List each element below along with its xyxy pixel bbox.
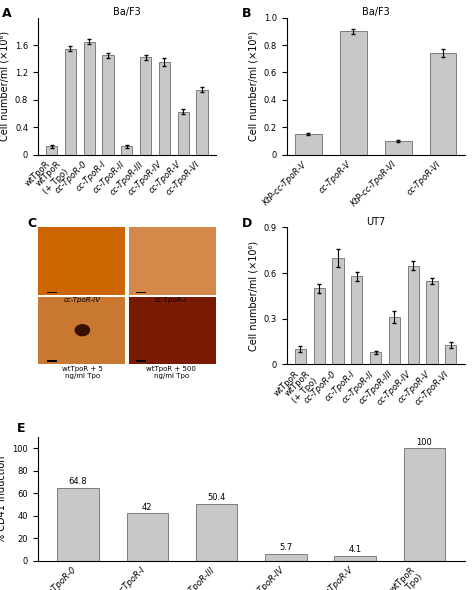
Text: cc-TpoR-I: cc-TpoR-I	[155, 297, 187, 303]
Bar	[128, 297, 216, 365]
Y-axis label: Cell number/ml (×10⁶): Cell number/ml (×10⁶)	[248, 31, 258, 141]
Bar	[140, 57, 151, 155]
Y-axis label: % CD41 induction: % CD41 induction	[0, 455, 7, 543]
Bar	[340, 31, 367, 155]
Text: cc-TpoR-IV: cc-TpoR-IV	[64, 297, 101, 303]
Bar	[136, 360, 146, 362]
Bar	[47, 291, 57, 293]
Bar	[65, 48, 76, 155]
Bar	[196, 90, 208, 155]
Bar	[46, 146, 57, 155]
Bar	[265, 554, 307, 560]
Bar	[83, 42, 95, 155]
Title: Ba/F3: Ba/F3	[113, 7, 141, 17]
Text: B: B	[242, 6, 252, 19]
Bar	[427, 281, 438, 365]
Bar	[127, 513, 168, 560]
Text: 64.8: 64.8	[69, 477, 87, 486]
Bar	[57, 488, 99, 560]
Bar	[38, 228, 125, 294]
Bar	[102, 55, 114, 155]
Text: 5.7: 5.7	[279, 543, 292, 552]
Bar	[384, 141, 411, 155]
Bar	[334, 556, 376, 560]
Bar	[128, 228, 216, 294]
Bar	[121, 146, 132, 155]
Title: UT7: UT7	[366, 217, 385, 227]
Bar	[408, 266, 419, 365]
Bar	[196, 504, 237, 560]
Bar	[370, 352, 381, 365]
Bar	[295, 134, 322, 155]
Text: C: C	[27, 217, 36, 230]
Bar	[445, 345, 456, 365]
Title: Ba/F3: Ba/F3	[362, 7, 390, 17]
Bar	[429, 53, 456, 155]
Y-axis label: Cell number/ml (×10⁶): Cell number/ml (×10⁶)	[0, 31, 9, 141]
Circle shape	[75, 324, 90, 336]
Text: 100: 100	[417, 438, 432, 447]
Text: D: D	[242, 217, 253, 230]
Bar	[295, 349, 306, 365]
Text: wtTpoR + 500
ng/ml Tpo: wtTpoR + 500 ng/ml Tpo	[146, 366, 196, 379]
Text: A: A	[2, 6, 12, 19]
Text: wtTpoR + 5
ng/ml Tpo: wtTpoR + 5 ng/ml Tpo	[62, 366, 103, 379]
Bar	[403, 448, 445, 560]
Text: 50.4: 50.4	[208, 493, 226, 502]
Text: 4.1: 4.1	[348, 545, 362, 554]
Bar	[159, 62, 170, 155]
Bar	[178, 112, 189, 155]
Bar	[47, 360, 57, 362]
Bar	[314, 289, 325, 365]
Bar	[389, 317, 400, 365]
Text: E: E	[17, 422, 25, 435]
Y-axis label: Cell number/ml (×10⁶): Cell number/ml (×10⁶)	[248, 241, 258, 351]
Bar	[332, 258, 344, 365]
Text: 42: 42	[142, 503, 153, 512]
Bar	[136, 291, 146, 293]
Bar	[38, 297, 125, 365]
Bar	[351, 276, 363, 365]
